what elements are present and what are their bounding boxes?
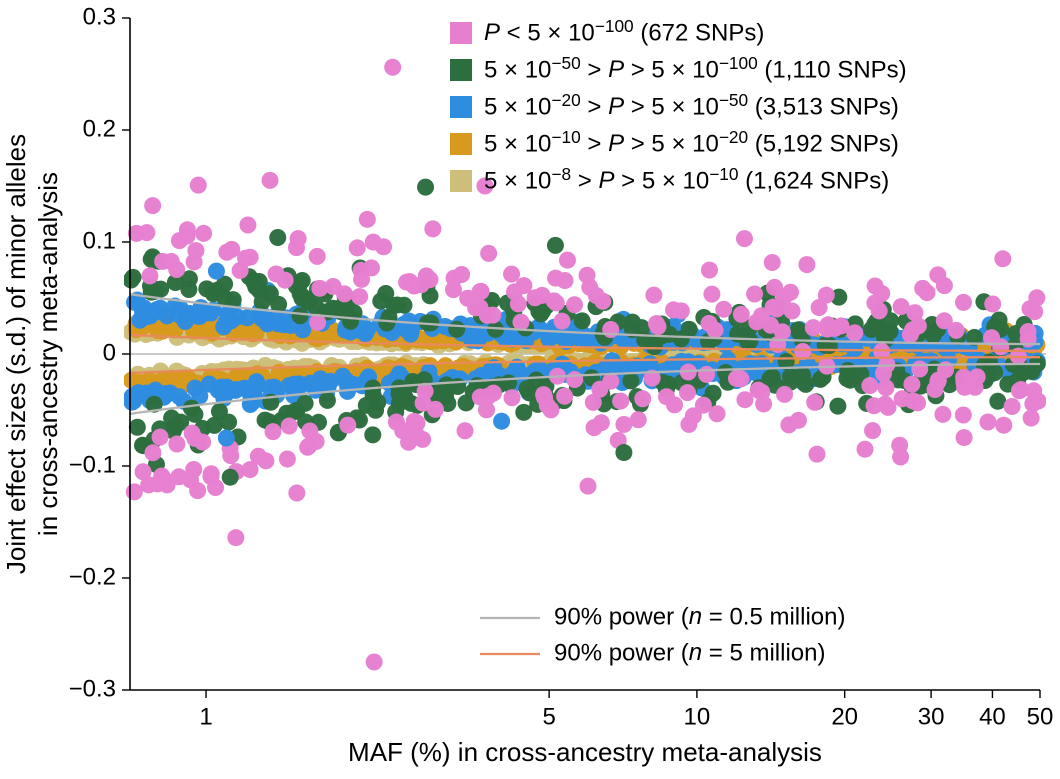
- x-tick-label: 30: [918, 703, 945, 730]
- legend-swatch-p50: [450, 59, 472, 81]
- legend-label-p100: P < 5 × 10−100 (672 SNPs): [484, 16, 764, 47]
- y-tick-label: 0.1: [83, 227, 116, 254]
- y-tick-label: 0.2: [83, 115, 116, 142]
- x-tick-label: 5: [542, 703, 555, 730]
- legend-swatch-p100: [450, 22, 472, 44]
- legend-label-p50: 5 × 10−50 > P > 5 × 10−100 (1,110 SNPs): [484, 53, 907, 84]
- x-tick-label: 1: [199, 703, 212, 730]
- legend-swatch-p8: [450, 170, 472, 192]
- legend-swatch-p10: [450, 133, 472, 155]
- legend-label-p8: 5 × 10−8 > P > 5 × 10−10 (1,624 SNPs): [484, 164, 889, 195]
- y-tick-label: −0.3: [69, 675, 116, 702]
- y-tick-label: −0.1: [69, 451, 116, 478]
- legend-swatch-p20: [450, 96, 472, 118]
- x-tick-label: 50: [1027, 703, 1054, 730]
- y-tick-label: −0.2: [69, 563, 116, 590]
- x-tick-label: 20: [831, 703, 858, 730]
- x-axis-label: MAF (%) in cross-ancestry meta-analysis: [348, 737, 822, 767]
- legend-top: P < 5 × 10−100 (672 SNPs) 5 × 10−50 > P >…: [450, 16, 907, 195]
- legend-label-n05m: 90% power (n = 0.5 million): [554, 603, 845, 630]
- legend-bottom: 90% power (n = 0.5 million) 90% power (n …: [480, 603, 845, 666]
- chart-container: 1 5 10 20 30 40 50 MAF (%) in cross-ancestry me…: [0, 0, 1060, 779]
- legend-label-p10: 5 × 10−10 > P > 5 × 10−20 (5,192 SNPs): [484, 127, 899, 158]
- y-tick-label: 0: [103, 339, 116, 366]
- legend-label-p20: 5 × 10−20 > P > 5 × 10−50 (3,513 SNPs): [484, 90, 899, 121]
- y-tick-label: 0.3: [83, 3, 116, 30]
- y-axis-label-line2: in cross-ancestry meta-analysis: [33, 172, 63, 536]
- x-tick-label: 10: [684, 703, 711, 730]
- x-tick-label: 40: [979, 703, 1006, 730]
- legend-label-n5m: 90% power (n = 5 million): [554, 639, 825, 666]
- scatter-chart: 1 5 10 20 30 40 50 MAF (%) in cross-ancestry me…: [0, 0, 1060, 779]
- y-axis-label-line1: Joint effect sizes (s.d.) of minor allel…: [1, 134, 31, 574]
